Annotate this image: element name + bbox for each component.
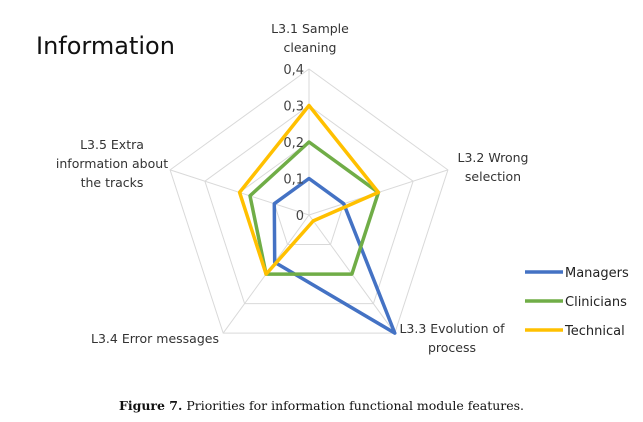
tick-label: 0 [296, 209, 304, 224]
caption-label: Figure 7. [118, 398, 183, 413]
legend-label-clinicians: Clinicians [565, 295, 627, 310]
chart-title: Information [36, 32, 175, 60]
series-line-clinicians [248, 140, 381, 276]
legend-label-technical: Technical [564, 324, 625, 339]
series-lines [237, 103, 397, 335]
legend-label-managers: Managers [565, 266, 629, 281]
series-line-technical [237, 103, 381, 276]
axis-label: L3.5 Extra information about the tracks [56, 137, 168, 190]
radial-tick-labels: 0 0,1 0,2 0,3 0,4 [283, 63, 304, 224]
tick-label: 0,3 [283, 100, 304, 115]
axis-label: L3.2 Wrong selection [458, 150, 529, 184]
axis-label: L3.1 Sample cleaning [271, 21, 349, 55]
caption-text: Priorities for information functional mo… [182, 398, 525, 413]
legend: Managers Clinicians Technical [525, 266, 629, 339]
tick-label: 0,4 [283, 63, 304, 78]
axis-label: L3.3 Evolution of process [399, 321, 505, 355]
figure-caption: Figure 7. Priorities for information fun… [0, 398, 643, 413]
axis-labels: L3.1 Sample cleaning L3.2 Wrong selection L3… [56, 21, 529, 355]
series-line-managers [272, 176, 397, 335]
tick-label: 0,1 [283, 173, 304, 188]
grid-ring [204, 104, 414, 305]
tick-label: 0,2 [283, 136, 304, 151]
radar-grid [169, 68, 449, 334]
grid-ring [169, 68, 449, 334]
axis-label: L3.4 Error messages [91, 331, 219, 346]
